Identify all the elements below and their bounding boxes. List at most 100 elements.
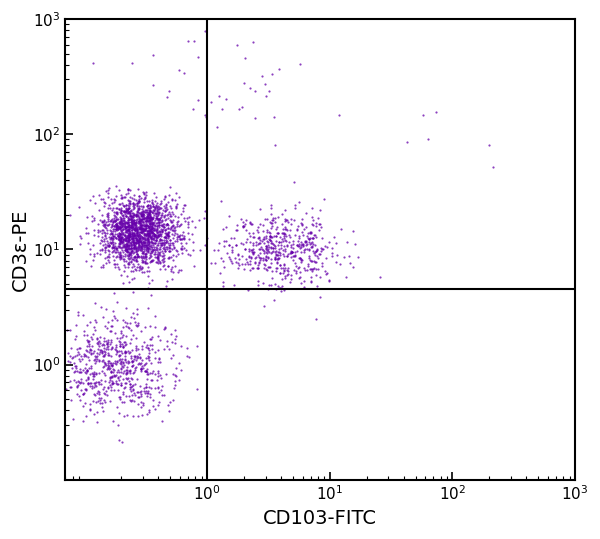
Point bbox=[100, 321, 109, 330]
Point bbox=[158, 252, 167, 260]
Point bbox=[142, 374, 152, 383]
Point bbox=[167, 338, 177, 347]
Point bbox=[129, 239, 139, 247]
Point bbox=[110, 356, 120, 365]
Point bbox=[161, 243, 170, 252]
Point bbox=[168, 369, 178, 378]
Point bbox=[144, 229, 154, 237]
Point bbox=[145, 242, 154, 251]
Point bbox=[245, 238, 254, 246]
Point bbox=[227, 243, 237, 251]
Point bbox=[101, 390, 110, 399]
Point bbox=[150, 203, 160, 212]
Point bbox=[143, 221, 152, 230]
Point bbox=[121, 210, 130, 218]
Point bbox=[139, 238, 149, 247]
Point bbox=[82, 347, 91, 355]
Point bbox=[156, 225, 166, 234]
Point bbox=[114, 250, 124, 258]
Point bbox=[144, 238, 154, 246]
Point bbox=[148, 202, 157, 211]
Point bbox=[280, 225, 290, 233]
Y-axis label: CD3ε-PE: CD3ε-PE bbox=[11, 208, 30, 291]
Point bbox=[268, 214, 278, 223]
Point bbox=[305, 228, 315, 237]
Point bbox=[261, 256, 271, 265]
Point bbox=[159, 245, 169, 253]
Point bbox=[73, 344, 82, 353]
Point bbox=[139, 229, 149, 238]
Point bbox=[123, 189, 133, 197]
Point bbox=[123, 229, 133, 238]
Point bbox=[253, 227, 263, 236]
Point bbox=[124, 235, 133, 244]
Point bbox=[114, 241, 124, 250]
Point bbox=[155, 236, 164, 244]
Point bbox=[114, 240, 124, 248]
Point bbox=[124, 225, 133, 234]
Point bbox=[78, 390, 88, 399]
Point bbox=[94, 355, 103, 364]
Point bbox=[265, 232, 275, 240]
Point bbox=[113, 224, 122, 233]
Point bbox=[145, 211, 155, 219]
Point bbox=[135, 217, 145, 226]
Point bbox=[266, 254, 276, 263]
Point bbox=[116, 250, 125, 259]
Point bbox=[141, 343, 151, 351]
Point bbox=[130, 391, 139, 399]
Point bbox=[65, 358, 75, 367]
Point bbox=[250, 87, 260, 95]
Point bbox=[267, 267, 277, 276]
Point bbox=[295, 253, 304, 262]
Point bbox=[134, 197, 143, 206]
Point bbox=[143, 236, 153, 245]
Point bbox=[127, 351, 136, 360]
Point bbox=[296, 219, 305, 227]
Point bbox=[139, 253, 148, 261]
Point bbox=[135, 354, 145, 363]
Point bbox=[145, 218, 154, 227]
Point bbox=[136, 360, 145, 369]
Point bbox=[154, 259, 163, 267]
Point bbox=[127, 245, 137, 254]
Point bbox=[123, 243, 133, 252]
Point bbox=[139, 245, 149, 253]
Point bbox=[288, 252, 298, 260]
Point bbox=[143, 209, 152, 218]
Point bbox=[105, 364, 115, 372]
Point bbox=[124, 223, 134, 231]
Point bbox=[173, 230, 182, 238]
Point bbox=[141, 359, 151, 368]
Point bbox=[131, 212, 141, 220]
Point bbox=[84, 342, 94, 350]
Point bbox=[128, 232, 137, 240]
Point bbox=[162, 230, 172, 239]
Point bbox=[125, 211, 135, 220]
Point bbox=[143, 245, 153, 253]
Point bbox=[116, 357, 126, 366]
Point bbox=[118, 221, 127, 230]
Point bbox=[152, 213, 162, 222]
Point bbox=[163, 210, 172, 218]
Point bbox=[122, 248, 131, 257]
Point bbox=[275, 245, 284, 253]
Point bbox=[137, 209, 146, 218]
Point bbox=[124, 205, 133, 213]
Point bbox=[266, 281, 276, 290]
Point bbox=[132, 206, 142, 215]
Point bbox=[127, 241, 136, 250]
Point bbox=[154, 397, 164, 406]
Point bbox=[98, 355, 107, 364]
Point bbox=[148, 197, 157, 206]
Point bbox=[71, 364, 81, 372]
Point bbox=[137, 243, 147, 252]
Point bbox=[99, 197, 109, 206]
Point bbox=[109, 232, 119, 240]
Point bbox=[264, 87, 274, 96]
Point bbox=[132, 263, 142, 272]
Point bbox=[137, 228, 146, 237]
Point bbox=[129, 241, 139, 250]
Point bbox=[100, 336, 109, 345]
Point bbox=[270, 255, 280, 264]
